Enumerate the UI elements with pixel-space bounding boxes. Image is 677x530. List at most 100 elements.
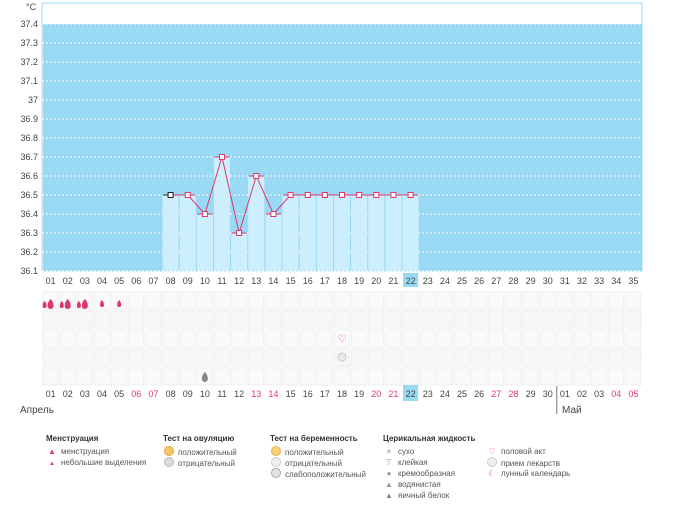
- legend-cervical-egg: яичный белок: [398, 491, 450, 500]
- legend-cervical-creamy: кремообразная: [398, 469, 456, 478]
- legend-cervical-dry: сухо: [398, 447, 415, 456]
- marker-cell: [213, 310, 231, 329]
- marker-cell: [522, 367, 539, 386]
- marker-cell: [368, 367, 385, 386]
- marker-cell: [419, 348, 436, 367]
- temperature-bar: [316, 195, 333, 271]
- x-day-label: 23: [423, 276, 433, 286]
- legend-menstruation-title: Менструация: [46, 434, 99, 443]
- x-day-label: 04: [97, 276, 107, 286]
- legend-cervical-title: Церикальная жидкость: [383, 434, 476, 443]
- marker-cell: [162, 367, 179, 386]
- marker-cell: [248, 310, 265, 329]
- marker-cell: [248, 291, 265, 310]
- marker-cell: [128, 367, 145, 386]
- drop-icon: [81, 299, 88, 309]
- marker-cell: [59, 348, 76, 367]
- marker-cell: [539, 291, 556, 310]
- marker-cell: [385, 348, 402, 367]
- marker-cell: [179, 310, 196, 329]
- calendar-date: 18: [337, 389, 347, 399]
- temperature-bar: [351, 195, 368, 271]
- marker-cell: [231, 329, 248, 348]
- marker-cell: [608, 367, 625, 386]
- marker-cell: [419, 329, 436, 348]
- x-day-label: 16: [303, 276, 313, 286]
- marker-cell: [76, 367, 93, 386]
- x-day-label: 17: [320, 276, 330, 286]
- legend: Менструация ▲ менструация ▲ небольшие выде…: [0, 430, 677, 530]
- temperature-bar: [402, 195, 419, 271]
- legend-menstruation: Менструация ▲ менструация ▲ небольшие выде…: [46, 434, 146, 468]
- calendar-date: 24: [440, 389, 450, 399]
- marker-cell: [42, 310, 59, 329]
- marker-cell: [128, 310, 145, 329]
- pregnancy-negative-icon: [271, 457, 281, 467]
- calendar-date: 13: [251, 389, 261, 399]
- marker-cell: [402, 310, 419, 329]
- marker-cell: [625, 291, 642, 310]
- marker-cell: [299, 367, 316, 386]
- marker-cell: [162, 291, 179, 310]
- calendar-date: 03: [80, 389, 90, 399]
- heart-icon: ♡: [338, 334, 347, 345]
- legend-menstruation-item: менструация: [61, 447, 110, 456]
- marker-cell: [111, 367, 128, 386]
- marker-cell: [608, 310, 625, 329]
- calendar-date: 06: [131, 389, 141, 399]
- marker-cell: [196, 329, 213, 348]
- moon-icon: ☾: [488, 469, 496, 478]
- month-label-start: Апрель: [20, 405, 54, 416]
- calendar-date: 01: [560, 389, 570, 399]
- x-day-label: 11: [217, 276, 226, 286]
- marker-cell: [488, 348, 505, 367]
- x-day-label: 15: [286, 276, 296, 286]
- marker-cell: [573, 291, 591, 310]
- legend-other: ♡ половой акт прием лекарств ☾ лунный кале…: [486, 446, 570, 479]
- marker-cell: [453, 291, 471, 310]
- marker-cell: [128, 329, 145, 348]
- today-highlight: [403, 273, 419, 287]
- marker-cell: [591, 367, 608, 386]
- x-day-label: 10: [200, 276, 210, 286]
- calendar-date: 17: [320, 389, 330, 399]
- marker-cell: [333, 291, 351, 310]
- pregnancy-weak-icon: [271, 468, 281, 478]
- y-tick-label: 36.8: [20, 133, 38, 143]
- calendar-date: 03: [594, 389, 604, 399]
- calendar-date: 08: [166, 389, 176, 399]
- marker-cell: [453, 310, 471, 329]
- calendar-date: 04: [611, 389, 621, 399]
- marker-cell: [93, 367, 111, 386]
- x-day-label: 07: [148, 276, 158, 286]
- x-day-label: 03: [80, 276, 90, 286]
- calendar-date: 23: [423, 389, 433, 399]
- legend-pregnancy-positive: положительный: [285, 448, 344, 457]
- marker-cell: [196, 310, 213, 329]
- marker-cell: [76, 329, 93, 348]
- marker-cell: [196, 348, 213, 367]
- marker-cell: [368, 348, 385, 367]
- legend-cervical-sticky: клейкая: [398, 458, 428, 467]
- temperature-point: [184, 192, 191, 198]
- marker-cell: [231, 367, 248, 386]
- marker-cell: [505, 348, 522, 367]
- marker-cell: [453, 348, 471, 367]
- x-day-label: 19: [354, 276, 364, 286]
- small-drop-icon: [59, 301, 64, 308]
- marker-cell: [351, 329, 368, 348]
- marker-cell: [42, 348, 59, 367]
- calendar-date: 19: [354, 389, 364, 399]
- marker-cell: [419, 367, 436, 386]
- legend-pregnancy-negative: отрицательный: [285, 459, 342, 468]
- drop-icon: ▲: [48, 447, 56, 456]
- marker-cell: [333, 367, 351, 386]
- x-day-label: 09: [183, 276, 193, 286]
- y-tick-label: 37.3: [20, 38, 38, 48]
- marker-cell: [385, 291, 402, 310]
- y-tick-label: 37.4: [20, 19, 38, 29]
- legend-light-item: небольшие выделения: [61, 458, 147, 467]
- calendar-date: 02: [577, 389, 587, 399]
- marker-cell: [522, 329, 539, 348]
- calendar-date: 25: [457, 389, 467, 399]
